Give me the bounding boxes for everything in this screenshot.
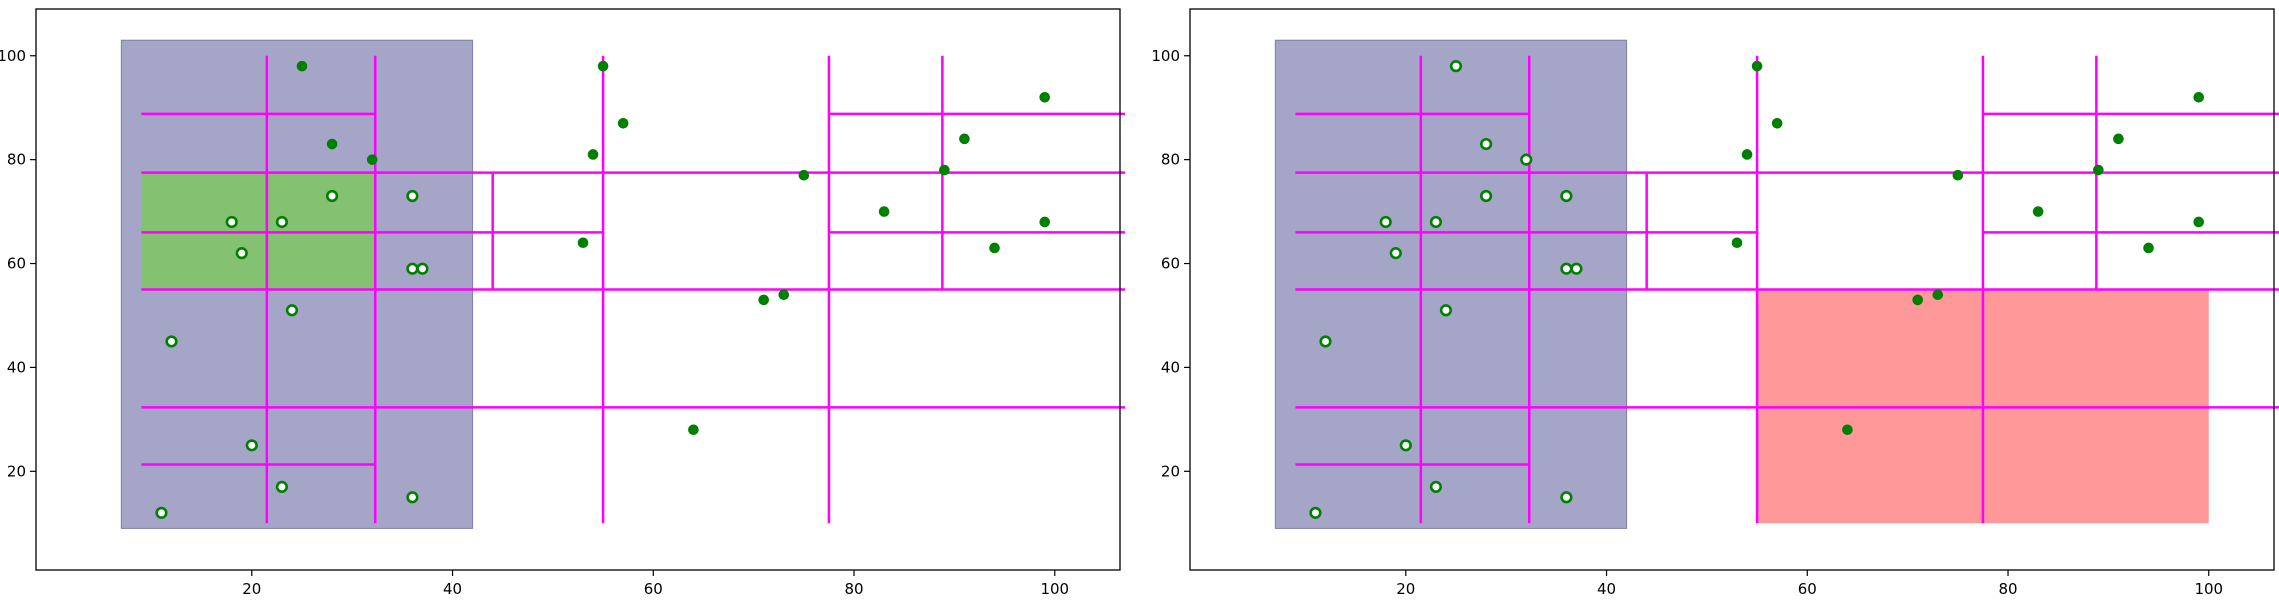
- x-tick-label: 60: [1798, 580, 1817, 598]
- highlighted-cell: [141, 172, 376, 290]
- data-point: [2193, 216, 2205, 228]
- x-tick-label: 20: [242, 580, 261, 598]
- data-point-in-query: [155, 506, 168, 519]
- y-tick-label: 100: [0, 47, 26, 65]
- x-tick-label: 100: [2194, 580, 2223, 598]
- data-point: [2193, 92, 2205, 103]
- data-point: [758, 294, 769, 306]
- data-point-in-query: [1560, 262, 1573, 275]
- data-point-in-query: [1479, 137, 1493, 151]
- x-tick-label: 100: [1040, 580, 1069, 598]
- data-point-in-query: [275, 215, 289, 229]
- axes-frame: [1189, 8, 2275, 571]
- data-point: [1731, 237, 1743, 249]
- y-tick-label: 80: [7, 151, 26, 169]
- data-point: [1039, 92, 1051, 103]
- data-point-in-query: [416, 262, 429, 275]
- data-point: [366, 154, 378, 165]
- right-chart-panel: 20 40 60 80 100 20 40 60 80 100: [1151, 8, 2279, 598]
- data-point: [597, 60, 609, 72]
- data-point-in-query: [225, 215, 238, 229]
- data-point: [296, 60, 308, 72]
- data-point-in-query: [406, 262, 419, 275]
- data-point: [2093, 164, 2104, 176]
- x-tick-label: 80: [844, 580, 863, 598]
- data-point-in-query: [1319, 335, 1332, 348]
- data-point-in-query: [1379, 215, 1392, 229]
- x-tick-label: 40: [1597, 580, 1616, 598]
- data-point-in-query: [245, 439, 258, 452]
- data-point-in-query: [406, 189, 419, 203]
- x-tick-label: 60: [644, 580, 663, 598]
- data-point: [577, 237, 589, 249]
- data-point: [1932, 289, 1944, 300]
- data-point-in-query: [1399, 439, 1412, 452]
- left-chart-panel: 20 40 60 80 100 20 40 60 80 100: [0, 8, 1126, 598]
- data-point-in-query: [1520, 153, 1533, 166]
- data-point-in-query: [285, 304, 299, 317]
- data-point-in-query: [325, 189, 339, 203]
- data-point: [1039, 216, 1051, 228]
- data-point-in-query: [1570, 262, 1583, 275]
- data-point: [326, 138, 338, 150]
- data-point-in-query: [1389, 247, 1402, 260]
- data-point-in-query: [1449, 60, 1463, 73]
- data-point: [1912, 294, 1923, 306]
- data-point: [1842, 424, 1853, 436]
- data-point: [1741, 149, 1753, 160]
- data-point-in-query: [1309, 506, 1322, 519]
- x-tick-label: 80: [1998, 580, 2017, 598]
- data-point: [798, 169, 810, 181]
- axes-frame: [35, 8, 1121, 571]
- data-point: [2143, 242, 2154, 254]
- data-point: [989, 242, 1000, 254]
- y-tick-label: 40: [7, 358, 26, 376]
- y-tick-label: 60: [7, 255, 26, 273]
- data-point-in-query: [406, 491, 419, 504]
- data-point-in-query: [165, 335, 178, 348]
- y-tick-label: 40: [1161, 358, 1180, 376]
- data-point-in-query: [275, 480, 289, 493]
- x-tick-label: 40: [443, 580, 462, 598]
- data-point: [2032, 206, 2044, 217]
- data-point-in-query: [1560, 491, 1573, 504]
- data-point: [939, 164, 950, 176]
- data-point-in-query: [1429, 215, 1443, 229]
- y-tick-label: 60: [1161, 255, 1180, 273]
- data-point-in-query: [1560, 189, 1573, 203]
- data-point: [959, 133, 970, 145]
- query-rectangle: [1274, 39, 1628, 529]
- data-point-in-query: [1439, 304, 1453, 317]
- y-tick-label: 20: [7, 462, 26, 480]
- data-point: [1771, 117, 1783, 129]
- data-point: [2113, 133, 2124, 145]
- data-point-in-query: [1479, 189, 1493, 203]
- data-point: [688, 424, 699, 436]
- data-point-in-query: [235, 247, 248, 260]
- data-point: [587, 149, 599, 160]
- data-point: [1751, 60, 1763, 72]
- x-tick-label: 20: [1396, 580, 1415, 598]
- y-tick-label: 20: [1161, 462, 1180, 480]
- data-point: [878, 206, 890, 217]
- y-tick-label: 80: [1161, 151, 1180, 169]
- y-tick-label: 100: [1151, 47, 1180, 65]
- data-point: [617, 117, 629, 129]
- data-point: [778, 289, 790, 300]
- data-point: [1952, 169, 1964, 181]
- data-point-in-query: [1429, 480, 1443, 493]
